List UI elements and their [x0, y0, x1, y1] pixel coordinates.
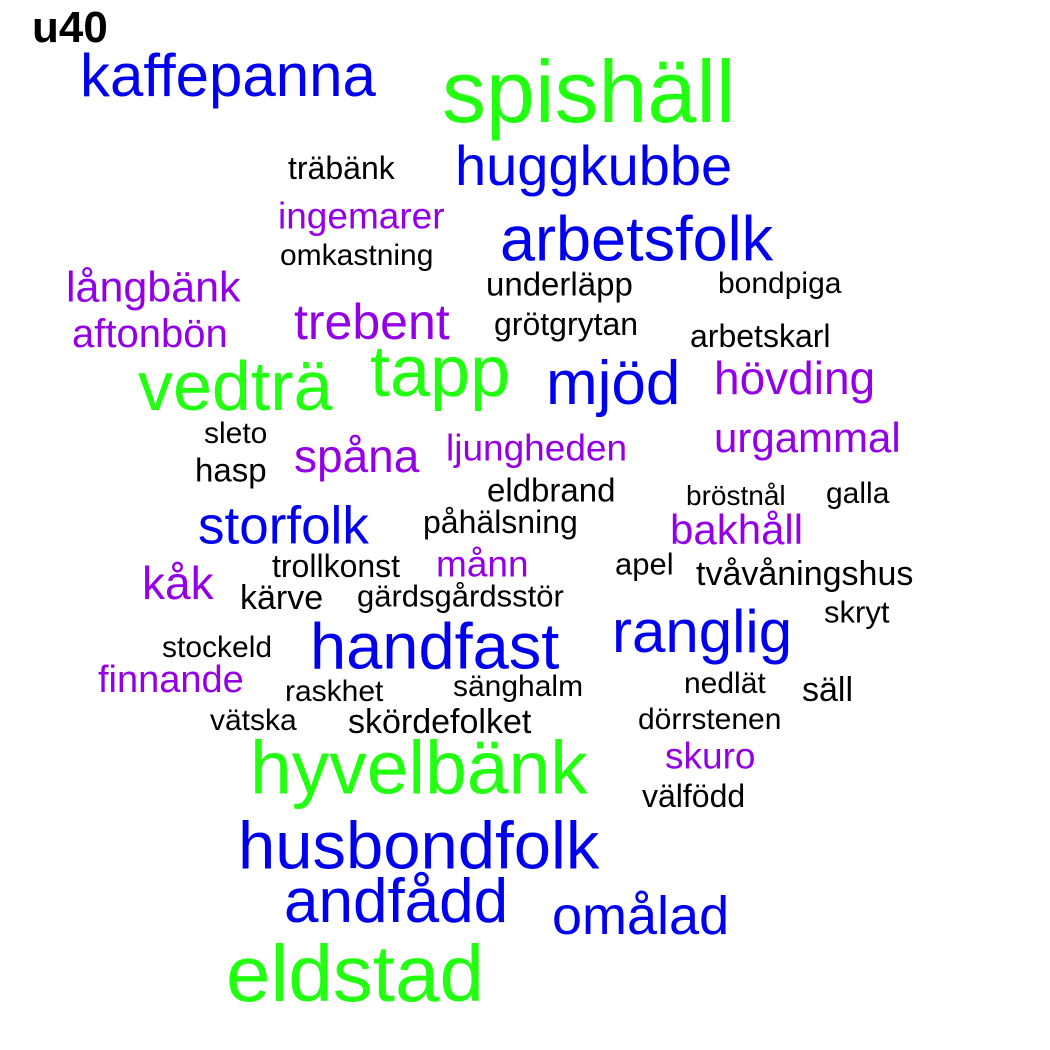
cloud-title: u40: [32, 3, 108, 52]
cloud-word-kak: kåk: [142, 557, 214, 609]
cloud-word-arbetsfolk: arbetsfolk: [500, 204, 774, 275]
cloud-word-galla: galla: [826, 477, 890, 510]
cloud-word-skryt: skryt: [824, 594, 890, 630]
cloud-word-sleto: sleto: [204, 417, 268, 450]
cloud-word-sanghalm: sänghalm: [453, 670, 584, 703]
cloud-word-skuro: skuro: [665, 735, 756, 777]
cloud-word-omalad: omålad: [552, 886, 730, 946]
cloud-word-vatska: vätska: [210, 704, 297, 737]
cloud-word-bondpiga: bondpiga: [718, 267, 842, 300]
cloud-word-spana: spåna: [294, 430, 420, 482]
cloud-word-hovding: hövding: [714, 352, 876, 404]
cloud-word-urgammal: urgammal: [714, 414, 901, 461]
cloud-word-handfast: handfast: [310, 609, 560, 683]
cloud-word-trebent: trebent: [294, 294, 450, 350]
cloud-word-storfolk: storfolk: [198, 496, 369, 556]
cloud-word-stockeld: stockeld: [162, 631, 273, 664]
cloud-word-mann: månn: [436, 543, 529, 585]
cloud-word-brostnal: bröstnål: [686, 480, 786, 511]
cloud-word-finnande: finnande: [98, 659, 244, 701]
cloud-word-hasp: hasp: [195, 451, 267, 489]
cloud-word-underlapp: underläpp: [486, 265, 633, 303]
cloud-word-kaffepanna: kaffepanna: [80, 42, 376, 109]
cloud-word-eldbrand: eldbrand: [487, 471, 616, 509]
cloud-word-skordefolket: skördefolket: [348, 703, 532, 741]
cloud-word-ljungheden: ljungheden: [446, 427, 628, 469]
cloud-word-pahalsning: påhälsning: [423, 504, 578, 540]
cloud-word-bakhall: bakhåll: [670, 506, 804, 553]
cloud-word-huggkubbe: huggkubbe: [455, 134, 733, 197]
cloud-word-mjod: mjöd: [546, 349, 681, 418]
cloud-word-valfodd: välfödd: [642, 778, 746, 814]
cloud-word-tapp: tapp: [370, 332, 511, 412]
cloud-word-langbank: långbänk: [66, 263, 241, 312]
cloud-word-vedtra: vedträ: [138, 347, 333, 425]
cloud-word-sall: säll: [802, 671, 854, 709]
cloud-word-gardsgardsstor: gärdsgårdsstör: [357, 578, 564, 614]
cloud-word-tvavaningshus: tvåvåningshus: [696, 555, 914, 593]
cloud-word-apel: apel: [615, 546, 674, 582]
cloud-word-raskhet: raskhet: [285, 675, 384, 708]
cloud-word-aftonbon: aftonbön: [72, 312, 228, 356]
cloud-word-grotgrytan: grötgrytan: [494, 306, 639, 342]
cloud-word-husbondfolk: husbondfolk: [238, 808, 600, 884]
cloud-word-karve: kärve: [240, 579, 324, 617]
cloud-word-arbetskarl: arbetskarl: [690, 318, 831, 354]
cloud-word-ingemarer: ingemarer: [278, 195, 445, 237]
cloud-word-omkastning: omkastning: [280, 239, 434, 272]
cloud-word-ranglig: ranglig: [612, 598, 793, 665]
cloud-word-dorrstenen: dörrstenen: [638, 703, 782, 736]
cloud-word-nedlat: nedlät: [684, 667, 766, 700]
cloud-word-trabank: träbänk: [288, 150, 395, 186]
cloud-word-eldstad: eldstad: [226, 929, 484, 1018]
cloud-word-trollkonst: trollkonst: [272, 548, 401, 584]
cloud-word-spishall: spishäll: [442, 42, 736, 141]
cloud-word-andfadd: andfådd: [284, 867, 509, 936]
cloud-word-hyvelbank: hyvelbänk: [250, 725, 588, 810]
